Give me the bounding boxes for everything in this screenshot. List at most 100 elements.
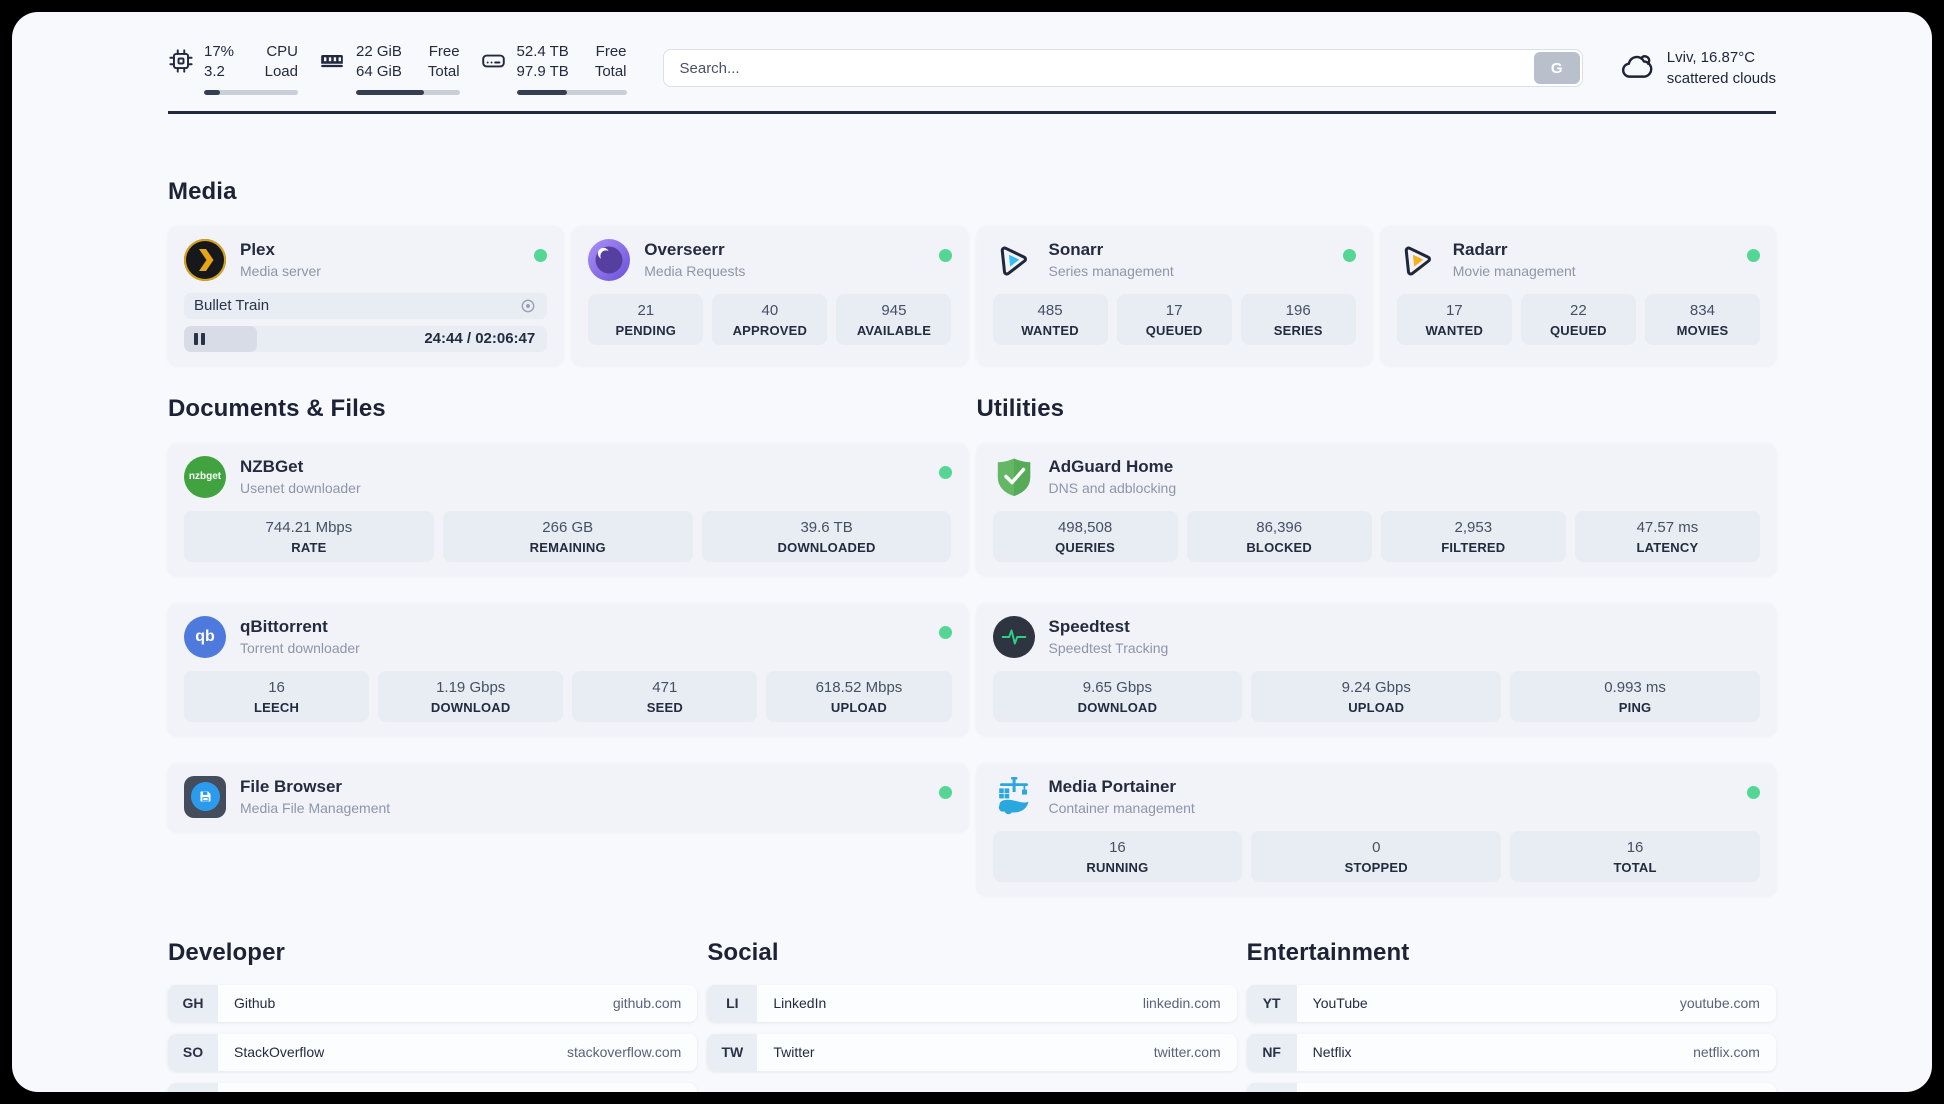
stat-available: 945 AVAILABLE (836, 293, 952, 345)
app-subtitle: DNS and adblocking (1048, 480, 1177, 496)
weather-location-temp: Lviv, 16.87°C (1666, 49, 1756, 67)
app-card-sonarr[interactable]: Sonarr Series management 485 WANTED 17 Q… (976, 225, 1372, 365)
dev-badge: DT (168, 1082, 218, 1092)
status-dot (938, 465, 952, 479)
app-card-filebrowser[interactable]: File Browser Media File Management (168, 762, 968, 831)
pause-icon[interactable] (194, 332, 205, 345)
memory-free-label: Free (428, 43, 460, 60)
link-youtube[interactable]: YT YouTube youtube.com (1246, 984, 1776, 1022)
cpu-label: CPU (266, 43, 298, 60)
app-card-plex[interactable]: Plex Media server Bullet Train (168, 225, 564, 365)
storage-icon (480, 48, 507, 95)
stat-queries: 498,508 QUERIES (992, 510, 1178, 562)
memory-progress-bar (356, 89, 460, 95)
app-card-nzbget[interactable]: nzbget NZBGet Usenet downloader 744.21 M… (168, 442, 968, 575)
stat-total: 16 TOTAL (1510, 830, 1760, 882)
memory-total-label: Total (427, 63, 460, 81)
app-name: Speedtest (1048, 617, 1130, 636)
app-card-portainer[interactable]: Media Portainer Container management 16 … (976, 762, 1776, 895)
app-subtitle: Movie management (1452, 263, 1576, 279)
link-dev[interactable]: DT DEV dev.to (168, 1082, 698, 1092)
weather-condition: scattered clouds (1666, 70, 1776, 88)
app-name: NZBGet (240, 457, 304, 476)
media-section-title: Media (168, 177, 237, 205)
stat-upload: 9.24 Gbps UPLOAD (1251, 670, 1502, 722)
stat-movies: 834 MOVIES (1644, 293, 1760, 345)
app-name: Overseerr (644, 240, 725, 259)
app-card-speedtest[interactable]: Speedtest Speedtest Tracking 9.65 Gbps D… (976, 602, 1776, 735)
storage-total-value: 97.9 TB (516, 63, 569, 81)
app-card-adguard[interactable]: AdGuard Home DNS and adblocking 498,508 … (976, 442, 1776, 575)
app-name: File Browser (240, 777, 343, 796)
now-playing-row: Bullet Train (184, 292, 548, 319)
stat-filtered: 2,953 FILTERED (1380, 510, 1566, 562)
playback-time: 24:44 / 02:06:47 (424, 329, 536, 347)
stat-leech: 16 LEECH (184, 670, 370, 722)
now-playing-title: Bullet Train (194, 297, 270, 314)
reddit-badge: RE (1246, 1082, 1297, 1092)
app-subtitle: Torrent downloader (240, 640, 360, 656)
top-bar: 17% 3.2 CPU Load (168, 12, 1776, 95)
cpu-icon (168, 48, 194, 95)
overseerr-icon (588, 238, 631, 281)
cpu-stat: 17% 3.2 CPU Load (168, 42, 298, 95)
app-name: AdGuard Home (1048, 457, 1174, 476)
cpu-usage-value: 17% (204, 43, 235, 60)
search-engine-button[interactable]: G (1533, 52, 1580, 85)
stat-seed: 471 SEED (572, 670, 758, 722)
stat-queued: 17 QUEUED (1116, 293, 1232, 345)
app-subtitle: Speedtest Tracking (1048, 640, 1169, 656)
cast-icon[interactable] (519, 297, 537, 315)
stat-rate: 744.21 Mbps RATE (184, 510, 434, 562)
status-dot (938, 785, 952, 799)
app-name: Plex (240, 240, 275, 259)
stat-approved: 40 APPROVED (712, 293, 828, 345)
twitter-badge: TW (707, 1033, 758, 1071)
cpu-load-value: 3.2 (204, 63, 225, 81)
qbittorrent-icon: qb (184, 615, 226, 658)
stat-pending: 21 PENDING (588, 293, 704, 345)
storage-free-label: Free (595, 43, 627, 60)
search-bar: G (662, 49, 1583, 88)
link-netflix[interactable]: NF Netflix netflix.com (1246, 1033, 1776, 1071)
portainer-icon (993, 776, 1035, 818)
status-dot (1342, 248, 1356, 262)
app-card-qbittorrent[interactable]: qb qBittorrent Torrent downloader 16 LEE… (168, 602, 968, 735)
playback-progress-bar[interactable]: 24:44 / 02:06:47 (184, 325, 548, 352)
app-name: qBittorrent (240, 617, 328, 636)
filebrowser-icon (184, 775, 226, 818)
memory-stat: 22 GiB 64 GiB Free Total (318, 42, 460, 95)
app-name: Media Portainer (1048, 777, 1177, 796)
stat-download: 1.19 Gbps DOWNLOAD (378, 670, 564, 722)
social-section-title: Social (707, 938, 779, 966)
stat-wanted: 17 WANTED (1396, 293, 1512, 345)
entertainment-section-title: Entertainment (1246, 938, 1410, 966)
github-badge: GH (168, 984, 218, 1022)
storage-free-value: 52.4 TB (516, 43, 569, 60)
sonarr-icon (993, 239, 1035, 281)
speedtest-icon (992, 615, 1035, 658)
link-twitter[interactable]: TW Twitter twitter.com (707, 1033, 1237, 1071)
storage-progress-bar (516, 89, 627, 95)
app-name: Radarr (1452, 240, 1508, 259)
cloud-icon (1619, 49, 1655, 88)
cpu-load-label: Load (264, 63, 298, 81)
status-dot (938, 625, 952, 639)
link-linkedin[interactable]: LI LinkedIn linkedin.com (707, 984, 1237, 1022)
app-subtitle: Media server (240, 263, 321, 279)
app-subtitle: Media File Management (240, 800, 391, 816)
header-divider (168, 110, 1776, 114)
app-card-overseerr[interactable]: Overseerr Media Requests 21 PENDING 40 A… (572, 225, 968, 365)
link-github[interactable]: GH Github github.com (168, 984, 698, 1022)
link-reddit[interactable]: RE Reddit reddit.com (1246, 1082, 1776, 1092)
storage-total-label: Total (594, 63, 627, 81)
stat-remaining: 266 GB REMAINING (442, 510, 693, 562)
app-card-radarr[interactable]: Radarr Movie management 17 WANTED 22 QUE… (1380, 225, 1776, 365)
memory-free-value: 22 GiB (356, 43, 402, 60)
link-stackoverflow[interactable]: SO StackOverflow stackoverflow.com (168, 1033, 698, 1071)
radarr-icon (1397, 239, 1439, 281)
status-dot (938, 248, 952, 262)
app-subtitle: Media Requests (644, 263, 746, 279)
plex-icon (184, 238, 226, 281)
search-input[interactable] (662, 49, 1583, 88)
